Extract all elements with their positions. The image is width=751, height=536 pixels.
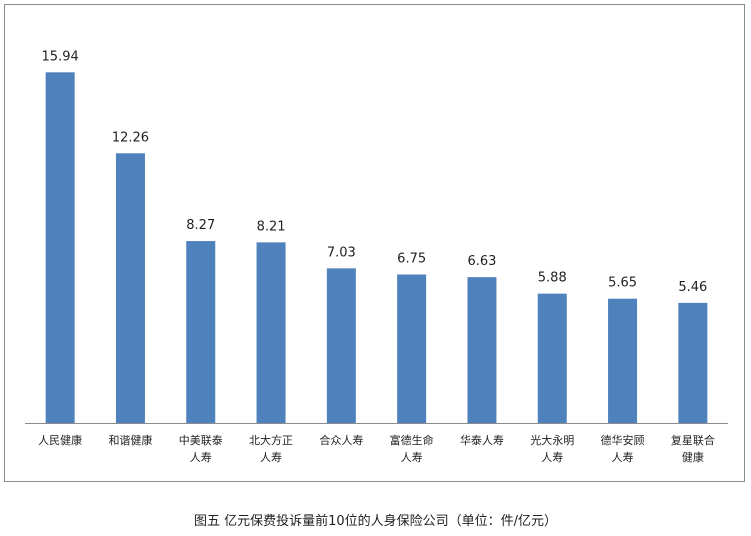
- bar-0: [45, 72, 75, 423]
- x-tick-label-1: 和谐健康: [108, 433, 152, 447]
- data-label-0: 15.94: [42, 49, 79, 64]
- data-label-9: 5.46: [678, 280, 707, 295]
- data-label-6: 6.63: [467, 254, 496, 269]
- x-tick-label-0: 人民健康: [38, 433, 82, 447]
- data-label-3: 8.21: [257, 219, 286, 234]
- data-label-1: 12.26: [112, 130, 149, 145]
- bar-3: [256, 242, 286, 423]
- x-tick-label-8: 德华安顾人寿: [601, 433, 645, 464]
- x-tick-label-9: 复星联合健康: [671, 433, 715, 464]
- bar-4: [326, 268, 356, 423]
- bar-5: [397, 274, 427, 423]
- bar-8: [608, 298, 638, 423]
- chart-frame: 15.94 人民健康 12.26 和谐健康 8.27 中美联泰人寿 8.21 北大方正人寿 7.…: [4, 4, 745, 482]
- bar-6: [467, 277, 497, 423]
- data-label-7: 5.88: [538, 271, 567, 286]
- x-tick-label-6: 华泰人寿: [460, 433, 504, 447]
- x-tick-label-2: 中美联泰人寿: [179, 433, 223, 464]
- bar-7: [537, 293, 567, 423]
- bar-1: [115, 153, 145, 423]
- x-tick-label-7: 光大永明人寿: [530, 433, 574, 464]
- chart-caption: 图五 亿元保费投诉量前10位的人身保险公司（单位：件/亿元）: [193, 514, 558, 529]
- x-tick-label-4: 合众人寿: [319, 433, 363, 447]
- data-label-5: 6.75: [397, 252, 426, 267]
- x-tick-label-3: 北大方正人寿: [249, 433, 293, 464]
- data-label-4: 7.03: [327, 245, 356, 260]
- x-tick-label-5: 富德生命人寿: [390, 433, 434, 464]
- bar-2: [186, 241, 216, 423]
- data-label-8: 5.65: [608, 276, 637, 291]
- bar-9: [678, 302, 708, 423]
- bar-chart: 15.94 人民健康 12.26 和谐健康 8.27 中美联泰人寿 8.21 北大方正人寿 7.…: [25, 49, 728, 464]
- data-label-2: 8.27: [186, 218, 215, 233]
